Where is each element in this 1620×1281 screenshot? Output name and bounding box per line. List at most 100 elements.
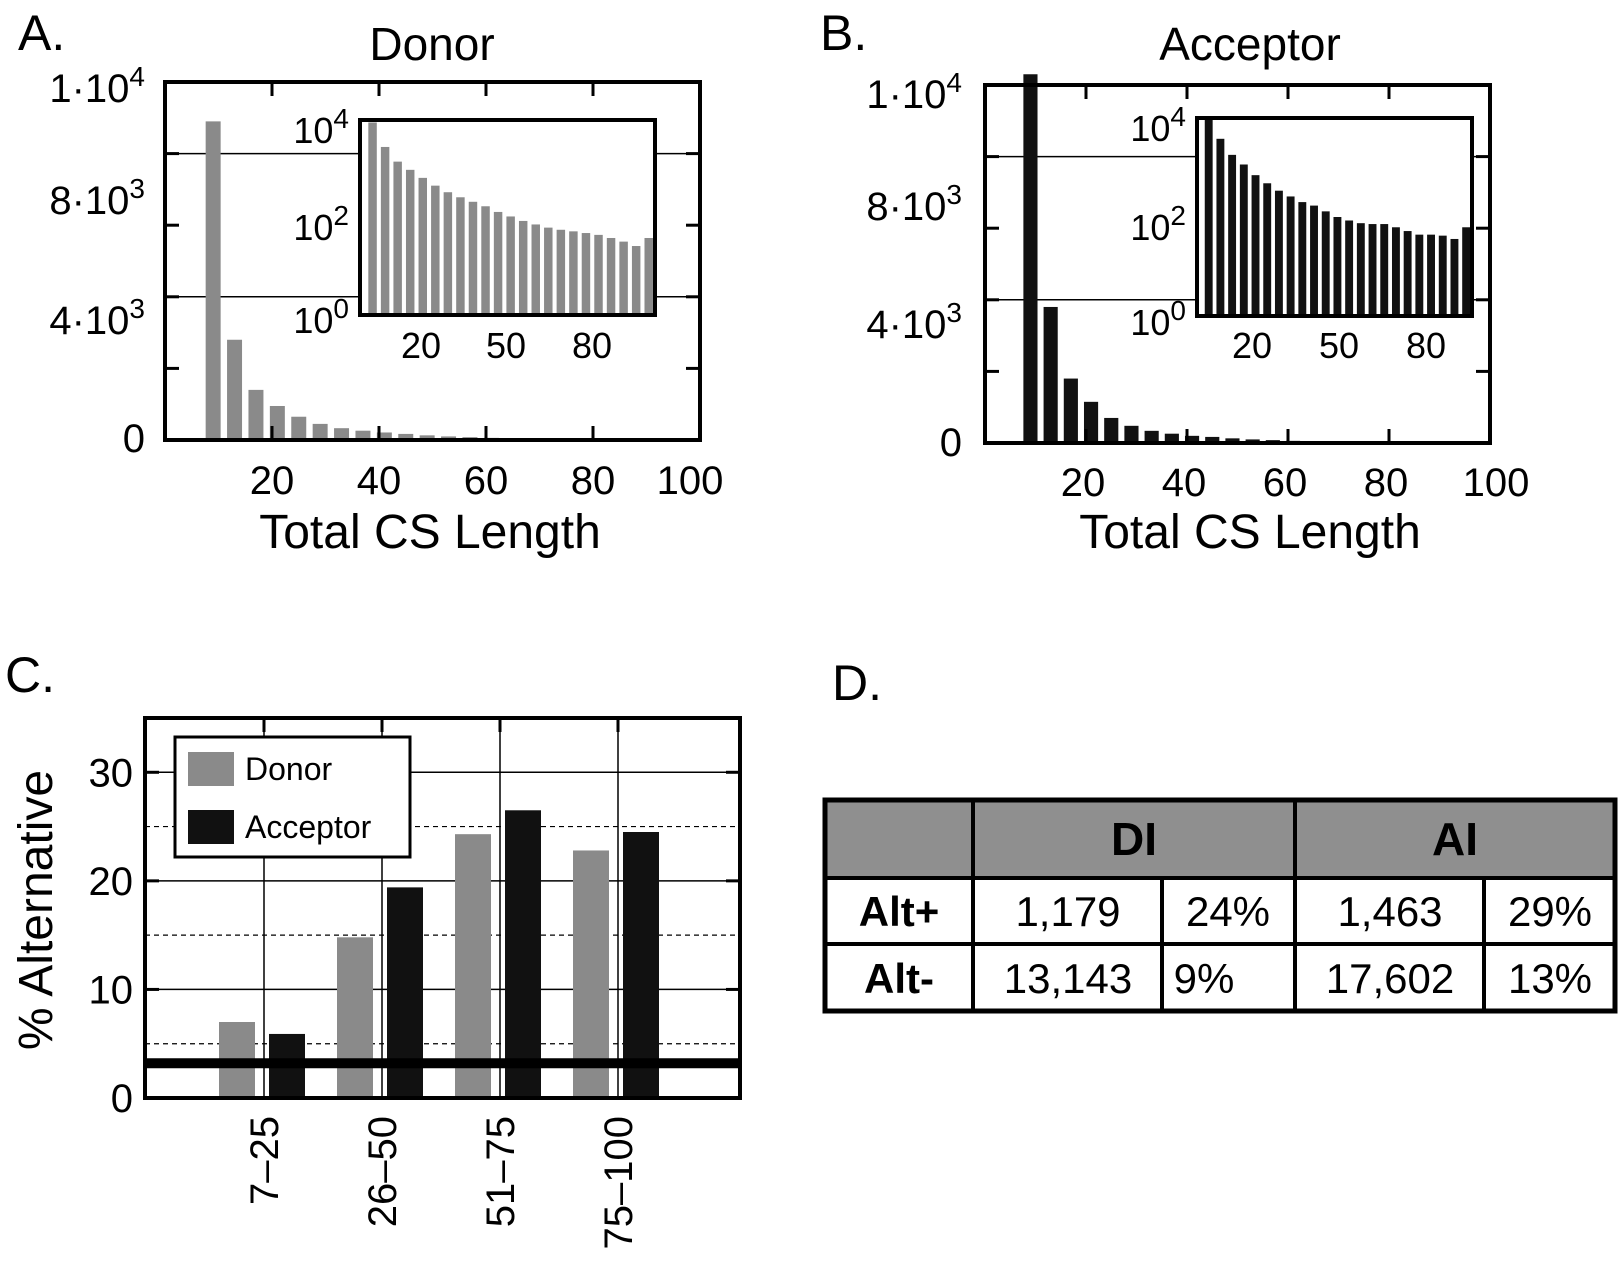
panel-b-bar-9 — [1023, 74, 1038, 443]
panel-c-tick-marks — [145, 718, 740, 1100]
panel-a-x-axis-label: Total CS Length — [259, 506, 601, 559]
table-cell-ai-count-alt-minus: 17,602 — [1326, 955, 1454, 1002]
panel-b-inset-bar-82 — [1415, 234, 1424, 316]
panel-d-table: DI AI Alt+ 1,179 24% 1,463 29% Alt- 13,1… — [822, 797, 1618, 1014]
panel-a-bar-49 — [419, 435, 435, 440]
panel-b-inset-bar-90 — [1438, 235, 1447, 316]
panel-c-y-tick-labels: 0 10 20 30 — [89, 751, 134, 1121]
panel-a-bar-9 — [205, 121, 221, 440]
panel-a-inset-bar-82 — [594, 234, 603, 315]
panel-b-inset-xtick-80: 80 — [1406, 325, 1446, 366]
panel-b-frame — [983, 83, 1492, 445]
panel-a-ytick-10000-base: 1·10 — [49, 67, 129, 111]
panel-a-bar-13 — [227, 339, 243, 440]
panel-a-inset-bar-42 — [468, 201, 478, 315]
panel-b-bar-49 — [1225, 438, 1240, 443]
panel-a-ytick-8000: 8·103 — [49, 173, 145, 223]
panel-a-letter: A. — [18, 5, 65, 61]
panel-b-bar-29 — [1124, 425, 1139, 443]
panel-c-ytick-20: 20 — [89, 860, 134, 904]
panel-b-bar-41 — [1184, 435, 1200, 443]
panel-a-bar-29 — [312, 423, 328, 440]
panel-a-inset-ytick-100-exp: 2 — [333, 200, 349, 231]
panel-a-inset-bar-90 — [619, 241, 628, 315]
panel-b-inset-ytick-10000: 104 — [1130, 101, 1186, 149]
panel-a-ytick-8000-base: 8·10 — [49, 179, 129, 223]
panel-c-ytick-10: 10 — [89, 968, 134, 1012]
panel-b-inset-bar-54 — [1333, 217, 1342, 316]
panel-b-bar-33 — [1144, 430, 1159, 443]
panel-a-inset-bar-54 — [506, 216, 515, 315]
panel-b-inset-ytick-100: 102 — [1130, 200, 1186, 248]
panel-a-inset-bar-66 — [544, 227, 553, 315]
panel-a-inset-bar-74 — [569, 231, 578, 315]
panel-b-bar-13 — [1043, 306, 1058, 443]
panel-b-inset-bar-94 — [1450, 238, 1459, 316]
panel-a-inset-bar-26 — [418, 177, 428, 315]
panel-b-inset-ytick-1: 100 — [1130, 295, 1186, 343]
panel-a-bar-25 — [291, 416, 307, 440]
panel-a-inset-ytick-10000-base: 10 — [293, 110, 333, 151]
panel-b-bar-21 — [1083, 401, 1099, 443]
panel-a-ytick-8000-exp: 3 — [129, 173, 145, 204]
panel-a-xtick-80: 80 — [571, 459, 616, 503]
panel-b-ytick-4000: 4·103 — [866, 297, 962, 347]
panel-a-inset-ytick-1: 100 — [293, 293, 349, 341]
panel-b-ytick-8000-base: 8·10 — [866, 185, 946, 229]
panel-b-bar-25 — [1104, 417, 1119, 443]
panel-a-bar-37 — [355, 430, 371, 440]
panel-a-x-tick-labels: 20 40 60 80 100 — [250, 459, 724, 503]
panel-a-inset-bar-58 — [518, 220, 528, 315]
panel-a-inset-bar-34 — [443, 192, 453, 315]
panel-b-ytick-10000-base: 1·10 — [866, 73, 946, 117]
table-border — [822, 797, 1618, 1014]
panel-a-bar-41 — [376, 432, 392, 440]
panel-a-inset-bars — [368, 122, 653, 315]
panel-c-frame — [143, 716, 742, 1100]
panel-b-inset-ytick-10000-exp: 4 — [1170, 101, 1186, 132]
panel-c-bar-acceptor-2 — [505, 810, 541, 1098]
panel-c-xtick-0: 7–25 — [243, 1116, 287, 1205]
panel-a-bar-17 — [248, 389, 264, 440]
panel-a-inset-bar-18 — [393, 161, 402, 315]
panel-a-inset-bar-46 — [481, 206, 490, 315]
table-cell-di-count-alt-minus: 13,143 — [1004, 955, 1132, 1002]
panel-b-inset-ytick-100-base: 10 — [1130, 207, 1170, 248]
panel-b-inset-ytick-1-base: 10 — [1130, 302, 1170, 343]
panel-b-inset-xtick-20: 20 — [1232, 325, 1272, 366]
panel-b-inset-bar-86 — [1427, 234, 1435, 316]
panel-a-inset-xtick-50: 50 — [486, 325, 526, 366]
table-cell-ai-pct-alt-minus: 13% — [1508, 955, 1592, 1002]
panel-a-bar-21 — [269, 405, 285, 440]
panel-b-inset-bar-26 — [1251, 175, 1260, 316]
panel-b-inset-bar-18 — [1228, 154, 1237, 316]
table-row-label-alt-minus: Alt- — [864, 955, 934, 1002]
panel-c-ytick-30: 30 — [89, 751, 134, 795]
panel-a-y-tick-labels: 1·104 8·103 4·103 0 — [49, 61, 145, 461]
panel-b-inset-xtick-50: 50 — [1319, 325, 1359, 366]
panel-a-inset-bar-14 — [380, 146, 390, 315]
panel-b-inset-bar-46 — [1310, 205, 1318, 316]
panel-c-letter: C. — [5, 647, 55, 703]
panel-b-inset-bar-22 — [1239, 164, 1248, 316]
panel-a-inset-bar-86 — [606, 237, 616, 315]
panel-a-inset-ytick-100-base: 10 — [293, 207, 333, 248]
panel-b: B. Acceptor 1·104 8·103 4·103 0 20 40 60… — [820, 5, 1529, 559]
panel-b-ytick-4000-base: 4·10 — [866, 303, 946, 347]
panel-b-inset-ytick-1-exp: 0 — [1170, 295, 1186, 326]
panel-b-xtick-60: 60 — [1263, 461, 1308, 505]
panel-a-xtick-20: 20 — [250, 459, 295, 503]
panel-b-inset-bar-14 — [1216, 138, 1225, 316]
panel-b-inset-x-tick-labels: 20 50 80 — [1232, 325, 1446, 366]
panel-b-inset-frame — [1195, 116, 1474, 318]
panel-a-inset-bar-78 — [581, 233, 591, 315]
panel-b-bars — [1023, 74, 1482, 443]
panel-d: D. DI AI Alt+ 1,179 24% 1,463 29% Alt- 1… — [822, 655, 1618, 1014]
panel-c-bar-donor-2 — [455, 834, 491, 1098]
panel-a-xtick-40: 40 — [357, 459, 402, 503]
panel-a-ytick-4000: 4·103 — [49, 293, 145, 343]
panel-a-inset-bar-70 — [556, 229, 566, 315]
panel-b-inset-bar-62 — [1356, 223, 1365, 316]
panel-c-bar-donor-3 — [573, 850, 609, 1098]
